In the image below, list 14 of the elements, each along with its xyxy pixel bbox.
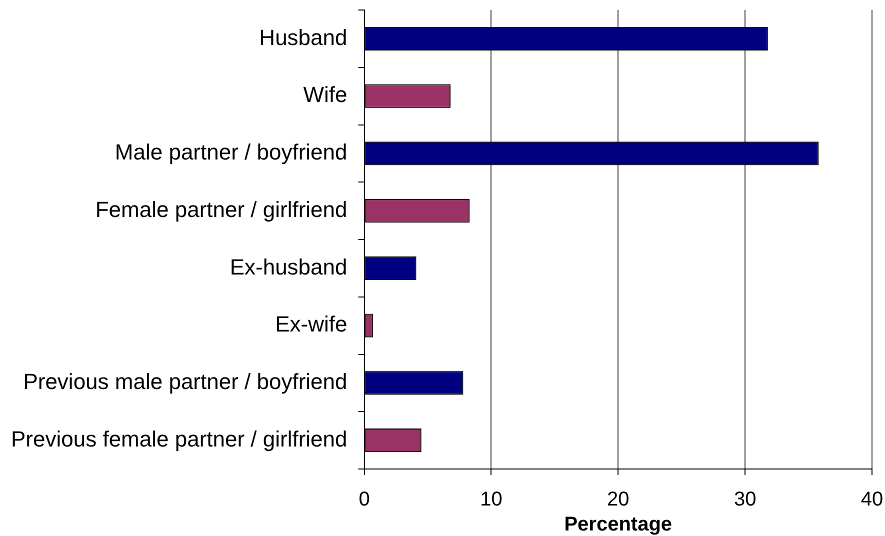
- x-tick-label: 10: [480, 488, 502, 511]
- y-tick-label: Ex-wife: [275, 312, 348, 337]
- y-tick-label: Ex-husband: [230, 254, 348, 280]
- x-tick-label: 30: [734, 488, 756, 511]
- y-tick-label: Female partner / girlfriend: [95, 196, 348, 222]
- y-tick-label: Wife: [303, 82, 348, 108]
- y-tick-label: Husband: [259, 24, 348, 50]
- x-tick-label: 20: [607, 488, 630, 511]
- x-tick-label: 40: [860, 488, 884, 511]
- y-tick-label: Male partner / boyfriend: [114, 140, 348, 164]
- y-tick-label: Previous male partner / boyfriend: [23, 369, 348, 394]
- x-tick-label: 0: [358, 488, 370, 511]
- x-axis-title: Percentage: [564, 514, 672, 536]
- y-tick-label: Previous female partner / girlfriend: [10, 426, 348, 452]
